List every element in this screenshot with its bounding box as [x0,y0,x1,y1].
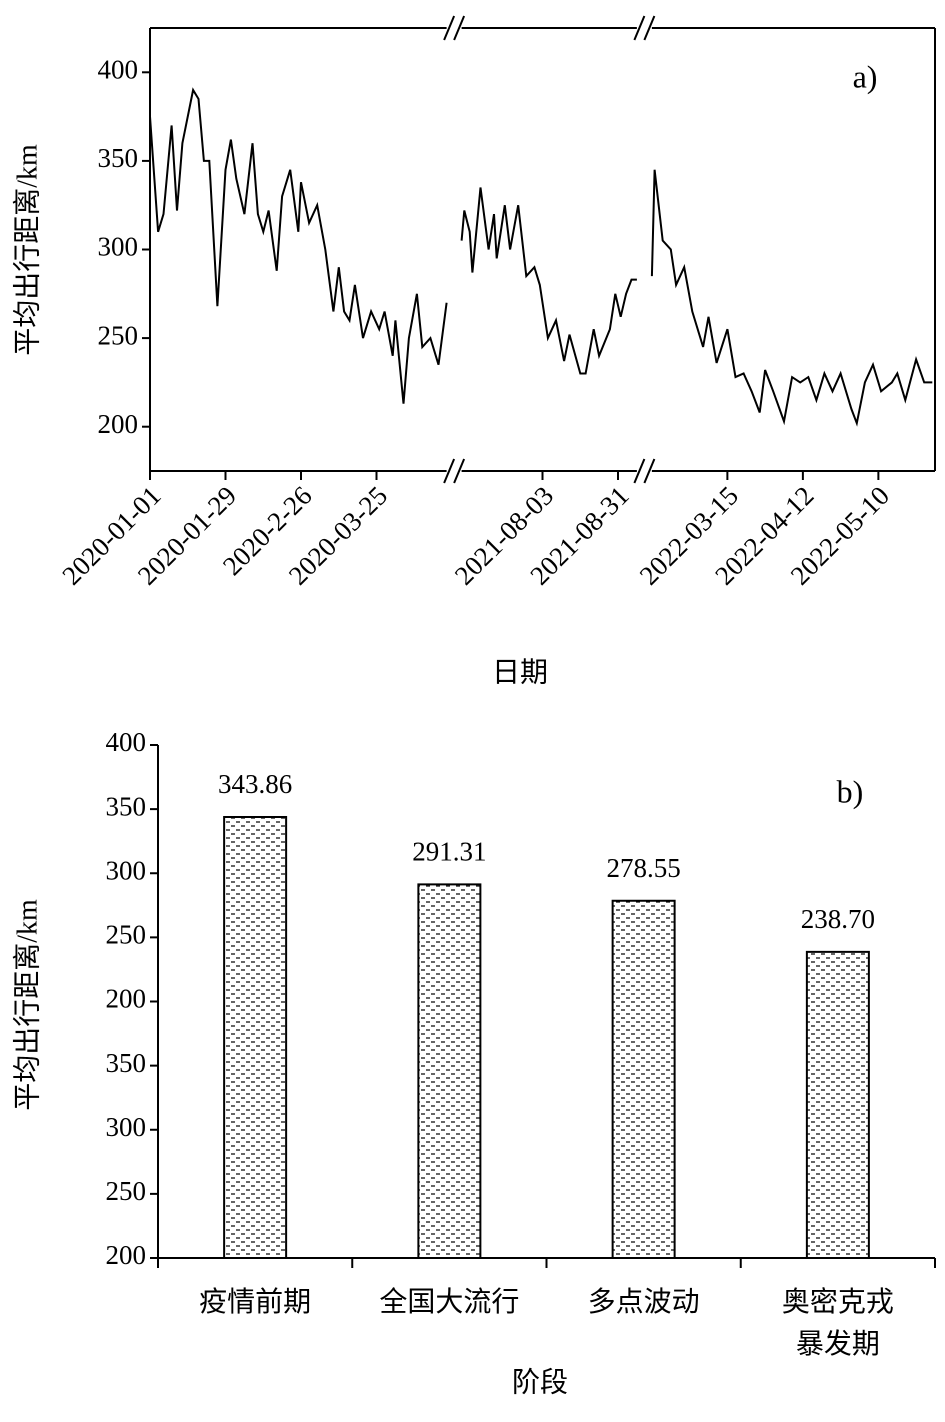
value-label: 343.86 [218,769,292,799]
x-tick-label: 全国大流行 [379,1287,520,1318]
y-tick-label: 200 [98,409,139,439]
bar [611,899,676,1260]
bar [223,815,288,1260]
axis-break [443,458,456,484]
line-series [650,169,933,427]
panel-label: a) [853,58,878,94]
y-tick-label: 350 [106,791,147,821]
x-axis-label: 阶段 [512,1366,568,1398]
y-tick-label: 250 [98,320,139,350]
x-tick-label: 疫情前期 [199,1287,312,1318]
axis-break [453,15,466,41]
y-tick-label: 300 [98,232,139,262]
axis-break [643,458,656,484]
value-label: 278.55 [607,853,681,883]
y-tick-label: 300 [106,855,147,885]
value-label: 238.70 [801,904,875,934]
y-tick-label: 200 [106,1240,147,1270]
axis-break [453,458,466,484]
axis-break [633,15,646,41]
x-tick-label: 奥密克戎 暴发期 [781,1287,894,1360]
bar [417,883,482,1259]
axis-break [643,15,656,41]
y-tick-label: 250 [106,1176,147,1206]
axis-break [633,458,646,484]
y-tick-label: 250 [106,920,147,950]
y-axis-label: 平均出行距离/km [11,144,43,356]
y-tick-label: 400 [98,55,139,85]
y-tick-label: 350 [106,1048,147,1078]
y-tick-label: 350 [98,143,139,173]
x-tick-label: 多点波动 [587,1287,700,1318]
y-tick-label: 200 [106,984,147,1014]
line-series [460,187,637,375]
axis-break [443,15,456,41]
y-axis-label: 平均出行距离/km [11,899,43,1111]
value-label: 291.31 [412,837,486,867]
bar [805,950,870,1259]
y-tick-label: 300 [106,1112,147,1142]
x-axis-label: 日期 [492,657,548,688]
panel-label: b) [837,773,864,809]
y-tick-label: 400 [106,727,147,757]
line-series [149,87,448,404]
